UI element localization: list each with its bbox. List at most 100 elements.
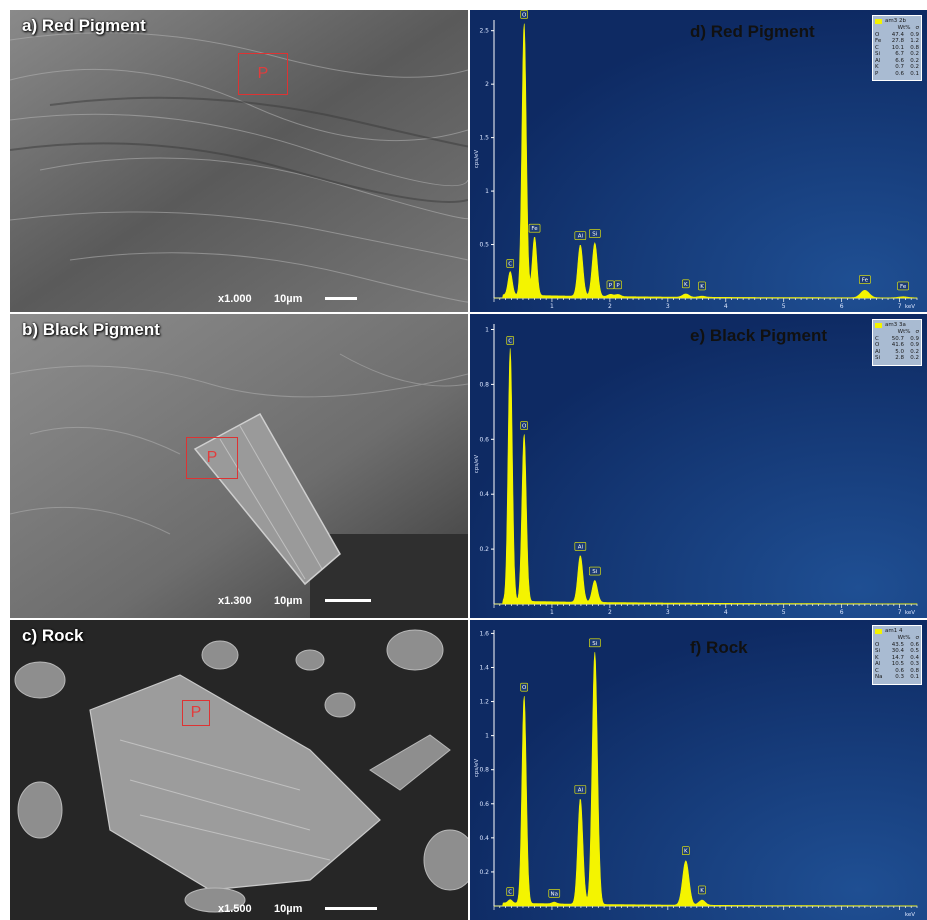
legend-cell: 47.4 xyxy=(891,31,904,38)
legend-cell: K xyxy=(875,654,879,661)
legend-cell: K xyxy=(875,64,879,70)
roi-label: P xyxy=(206,449,218,466)
y-tick-label: 0.5 xyxy=(479,242,489,249)
legend-row: Si 2.8 0.2 xyxy=(875,355,919,362)
peak-label-box xyxy=(589,229,601,238)
peak-label: C xyxy=(508,338,512,344)
sem-texture xyxy=(10,10,468,312)
peak-label-box xyxy=(589,566,601,576)
x-tick-label: 6 xyxy=(840,303,844,310)
legend-col-header: Wt% xyxy=(897,25,911,31)
legend-cell: Si xyxy=(875,648,881,654)
eds-panel-f: 0.2 0.4 0.6 0.8 1 1.2 1.4 1.6 cps/eV keV C O Na Al Si K… xyxy=(470,620,927,920)
legend-row: Al 6.6 0.2 xyxy=(875,58,919,65)
peak-label-box xyxy=(520,10,528,19)
legend-cell: 1.2 xyxy=(910,38,919,44)
x-tick-label: 6 xyxy=(840,609,844,616)
peak-label-box xyxy=(589,638,601,648)
scale-length: 10µm xyxy=(274,595,303,607)
legend-cell: Al xyxy=(875,348,881,355)
peak-label-box xyxy=(698,281,706,291)
peak-label-box xyxy=(520,421,528,430)
x-tick-label: 4 xyxy=(724,609,728,616)
plot-background xyxy=(470,620,927,920)
x-tick-label: 5 xyxy=(782,303,786,310)
legend-cell: 10.5 xyxy=(891,661,904,667)
peak-label: Al xyxy=(578,234,584,240)
legend-row: Si 30.4 0.5 xyxy=(875,648,919,655)
legend: am3 3a Wt% σ C 50.7 0.9 O 41.6 0.9 Al 5.0 0.2 Si 2.… xyxy=(872,319,922,366)
roi-label: P xyxy=(190,704,202,721)
peak-label: O xyxy=(522,424,527,430)
y-tick-label: 1.2 xyxy=(479,699,489,706)
eds-panel-d: 0.5 1 1.5 2 2.5 1 2 3 4 5 6 7 cps/eV keV C O Fe Al Si P P K K F… xyxy=(470,10,927,312)
legend-rows: O 47.4 0.9 Fe 27.8 1.2 C 10.1 0.8 Si 6.7 0.2 Al 6.6 0.… xyxy=(875,32,919,78)
legend-cell: 6.6 xyxy=(895,57,904,64)
legend-row: O 47.4 0.9 xyxy=(875,32,919,39)
y-tick-label: 2 xyxy=(485,81,489,88)
y-tick-label: 0.2 xyxy=(479,869,489,876)
legend-sample: am1 4 xyxy=(885,628,903,634)
magnification: x1.000 xyxy=(218,293,252,305)
x-axis-label: keV xyxy=(905,304,915,310)
y-tick-label: 1.5 xyxy=(479,135,489,142)
legend-cell: O xyxy=(875,641,880,648)
peak-label-box xyxy=(548,888,561,898)
sem-panel-a: a) Red Pigment P x1.000 10µm xyxy=(10,10,468,312)
legend-row: O 41.6 0.9 xyxy=(875,342,919,349)
roi-box: P xyxy=(182,700,210,726)
y-tick-label: 1.6 xyxy=(479,630,489,637)
legend-row: Fe 27.8 1.2 xyxy=(875,38,919,45)
legend-rows: C 50.7 0.9 O 41.6 0.9 Al 5.0 0.2 Si 2.8 0.2 xyxy=(875,336,919,362)
y-tick-label: 0.6 xyxy=(479,801,489,808)
legend-row: K 14.7 0.4 xyxy=(875,655,919,662)
legend-cell: 0.9 xyxy=(910,335,919,342)
legend-cell: O xyxy=(875,31,880,38)
peak-label: Na xyxy=(551,891,559,897)
legend-cell: 0.4 xyxy=(910,654,919,661)
legend-row: K 0.7 0.2 xyxy=(875,64,919,71)
peak-label-box xyxy=(506,259,515,268)
sem-panel-c: c) Rock P x1.500 10µm xyxy=(10,620,468,920)
peak-label: P xyxy=(616,283,620,289)
roi-label: P xyxy=(257,65,269,82)
peak-label-box xyxy=(574,785,587,794)
y-axis-label: cps/eV xyxy=(474,150,480,169)
legend: am3 2b Wt% σ O 47.4 0.9 Fe 27.8 1.2 C 10.1 0.8 Si 6… xyxy=(872,15,922,81)
magnification: x1.500 xyxy=(218,903,252,915)
sem-texture xyxy=(10,620,468,920)
y-axis-label: cps/eV xyxy=(474,759,480,778)
x-axis-label: keV xyxy=(905,912,915,918)
peak-label-box xyxy=(528,223,541,233)
x-axis-label: keV xyxy=(905,610,915,616)
peak-label: K xyxy=(684,282,688,288)
chart-title: d) Red Pigment xyxy=(690,22,815,41)
peak-label-box xyxy=(681,846,690,856)
legend-swatch xyxy=(875,18,882,24)
legend-row: C 10.1 0.8 xyxy=(875,45,919,52)
legend-cell: Na xyxy=(875,674,883,680)
legend-cell: 0.6 xyxy=(910,641,919,648)
legend-cell: 0.2 xyxy=(910,51,919,57)
peak-label-box xyxy=(614,280,622,290)
y-tick-label: 0.8 xyxy=(479,381,489,388)
y-tick-label: 0.6 xyxy=(479,436,489,443)
legend-cell: Al xyxy=(875,57,881,64)
legend-cell: 0.2 xyxy=(910,57,919,64)
peak-label: P xyxy=(609,283,613,289)
legend-cell: C xyxy=(875,44,879,51)
legend-swatch xyxy=(875,628,882,634)
legend-row: C 50.7 0.9 xyxy=(875,336,919,343)
panel-title: b) Black Pigment xyxy=(22,320,160,339)
sem-texture xyxy=(10,314,468,618)
legend-cell: 6.7 xyxy=(895,51,904,57)
x-tick-label: 7 xyxy=(898,609,902,616)
legend-cell: 0.2 xyxy=(910,348,919,355)
roi-box: P xyxy=(186,437,238,479)
chart-title: f) Rock xyxy=(690,638,748,657)
legend-row: P 0.6 0.1 xyxy=(875,71,919,78)
peak-label: K xyxy=(700,888,704,894)
y-tick-label: 1 xyxy=(485,326,489,333)
